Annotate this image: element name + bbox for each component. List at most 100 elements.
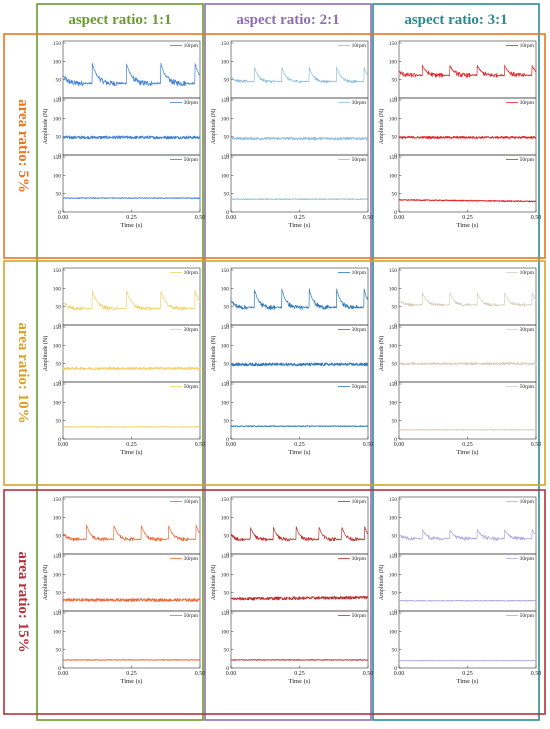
subplot-frame — [230, 97, 369, 156]
y-tick-label: 150 — [53, 382, 62, 388]
y-axis-label: Amplitude (N) — [210, 336, 217, 372]
x-tick-label: 0.00 — [394, 215, 405, 221]
legend-label: 50rpm — [520, 157, 535, 163]
y-tick-label: 50 — [392, 648, 398, 654]
x-tick-label: 0.00 — [226, 671, 237, 677]
chart-panel-r1-c2: 0 50 100 150 10rpm 0 50 100 150 30rpm 0 50 100 150 50r… — [210, 40, 373, 229]
subplot-frame — [62, 40, 201, 99]
y-tick-label: 50 — [224, 648, 230, 654]
subplot-frame — [62, 154, 201, 213]
y-tick-label: 0 — [394, 96, 397, 102]
y-tick-label: 0 — [58, 666, 61, 672]
subplot-frame — [398, 97, 537, 156]
y-tick-label: 100 — [389, 572, 398, 578]
y-tick-label: 100 — [221, 343, 230, 349]
y-tick-label: 150 — [221, 611, 230, 617]
series-line-10rpm — [62, 524, 201, 542]
y-tick-label: 0 — [394, 210, 397, 216]
x-tick-label: 0.00 — [226, 215, 237, 221]
legend-label: 50rpm — [352, 613, 367, 619]
x-axis-label: Time (s) — [121, 678, 143, 685]
legend-label: 10rpm — [352, 43, 367, 49]
y-axis-label: Amplitude (N) — [42, 336, 49, 372]
x-tick-label: 0.00 — [394, 442, 405, 448]
x-tick-label: 0.25 — [462, 215, 473, 221]
y-tick-label: 50 — [56, 78, 62, 84]
subplot-frame — [62, 553, 201, 612]
series-line-30rpm — [398, 135, 537, 139]
y-tick-label: 0 — [226, 552, 229, 558]
y-tick-label: 0 — [226, 380, 229, 386]
legend-label: 50rpm — [184, 384, 199, 390]
legend-label: 10rpm — [352, 270, 367, 276]
y-tick-label: 100 — [389, 400, 398, 406]
subplot-frame — [230, 553, 369, 612]
y-tick-label: 150 — [389, 268, 398, 274]
y-tick-label: 100 — [389, 59, 398, 65]
x-axis-label: Time (s) — [121, 222, 143, 229]
y-tick-label: 150 — [221, 98, 230, 104]
y-axis-label: Amplitude (N) — [378, 109, 385, 145]
y-tick-label: 50 — [392, 192, 398, 198]
x-axis-label: Time (s) — [457, 449, 479, 456]
legend-label: 50rpm — [184, 613, 199, 619]
subplot-frame — [62, 97, 201, 156]
legend-label: 30rpm — [520, 327, 535, 333]
y-tick-label: 100 — [389, 343, 398, 349]
y-tick-label: 50 — [224, 362, 230, 368]
y-tick-label: 50 — [392, 135, 398, 141]
y-tick-label: 50 — [224, 192, 230, 198]
x-axis-label: Time (s) — [457, 222, 479, 229]
legend-label: 10rpm — [184, 43, 199, 49]
y-axis-label: Amplitude (N) — [42, 109, 49, 145]
series-line-30rpm — [62, 598, 201, 602]
series-line-50rpm — [398, 429, 537, 431]
series-line-50rpm — [230, 659, 369, 661]
y-tick-label: 50 — [392, 362, 398, 368]
legend-label: 30rpm — [352, 327, 367, 333]
y-tick-label: 50 — [56, 135, 62, 141]
y-tick-label: 50 — [56, 534, 62, 540]
x-axis-label: Time (s) — [121, 449, 143, 456]
y-tick-label: 0 — [58, 609, 61, 615]
x-tick-label: 0.00 — [394, 671, 405, 677]
y-tick-label: 150 — [221, 497, 230, 503]
y-tick-label: 150 — [389, 497, 398, 503]
subplot-frame — [62, 381, 201, 440]
x-tick-label: 0.00 — [58, 442, 69, 448]
y-tick-label: 100 — [389, 629, 398, 635]
y-axis-label: Amplitude (N) — [210, 109, 217, 145]
y-tick-label: 150 — [389, 41, 398, 47]
series-line-10rpm — [230, 66, 369, 84]
row-header-1: area ratio: 5% — [15, 99, 31, 193]
column-header-3: aspect ratio: 3:1 — [404, 12, 507, 28]
x-tick-label: 0.50 — [363, 671, 374, 677]
subplot-frame — [62, 496, 201, 555]
subplot-frame — [62, 324, 201, 383]
row-frame-2 — [3, 260, 546, 486]
subplot-frame — [230, 381, 369, 440]
series-line-30rpm — [230, 136, 369, 141]
y-tick-label: 50 — [56, 305, 62, 311]
y-tick-label: 100 — [53, 343, 62, 349]
legend-label: 50rpm — [352, 157, 367, 163]
y-tick-label: 150 — [53, 268, 62, 274]
y-tick-label: 50 — [392, 419, 398, 425]
y-tick-label: 150 — [221, 41, 230, 47]
y-tick-label: 150 — [53, 325, 62, 331]
y-tick-label: 50 — [56, 591, 62, 597]
y-tick-label: 0 — [394, 609, 397, 615]
y-tick-label: 100 — [53, 173, 62, 179]
series-line-30rpm — [398, 599, 537, 602]
series-line-10rpm — [230, 288, 369, 310]
y-tick-label: 0 — [226, 96, 229, 102]
y-tick-label: 150 — [389, 382, 398, 388]
y-tick-label: 150 — [389, 325, 398, 331]
y-tick-label: 50 — [392, 305, 398, 311]
y-tick-label: 100 — [221, 400, 230, 406]
series-line-30rpm — [230, 595, 369, 601]
y-tick-label: 50 — [56, 419, 62, 425]
legend-label: 30rpm — [520, 100, 535, 106]
legend-label: 30rpm — [184, 100, 199, 106]
